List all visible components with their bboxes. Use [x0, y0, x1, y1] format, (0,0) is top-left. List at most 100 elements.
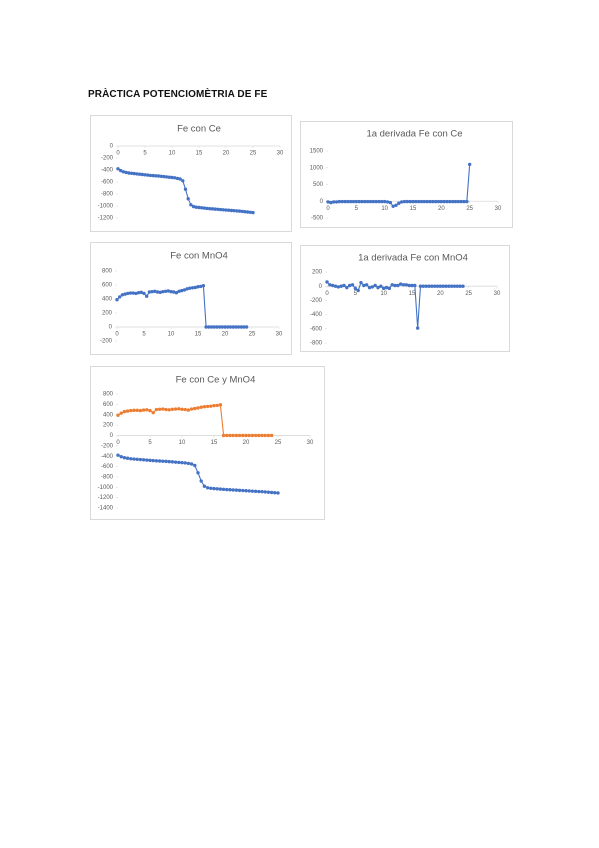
data-point: [139, 290, 143, 295]
x-tick-label: 15: [196, 151, 203, 157]
data-point: [408, 199, 412, 204]
data-point: [343, 199, 347, 204]
data-point: [382, 199, 387, 204]
data-point: [418, 284, 423, 288]
data-point: [218, 403, 223, 407]
y-tick-label: -1000: [98, 485, 114, 491]
y-tick-label: -1000: [98, 204, 114, 210]
data-point: [376, 285, 380, 290]
data-point: [331, 200, 336, 204]
data-point: [371, 199, 376, 204]
data-point: [148, 408, 152, 413]
data-point: [390, 283, 394, 287]
data-point: [370, 285, 375, 289]
data-point: [169, 289, 173, 294]
chart-border: [90, 242, 292, 355]
data-point: [360, 199, 364, 204]
data-point: [186, 408, 191, 412]
data-point: [456, 199, 461, 204]
data-point: [391, 204, 395, 208]
data-point: [421, 284, 426, 288]
data-point: [399, 200, 404, 204]
y-tick-label: 200: [312, 270, 323, 276]
data-point: [445, 199, 449, 204]
data-point: [148, 173, 153, 178]
y-tick-label: -200: [101, 156, 114, 162]
data-point: [244, 489, 248, 493]
chart: Fe con Ce 0 -200 -400 -600 -800 -1000 -1200 0 5 10…: [90, 115, 292, 232]
data-point: [161, 459, 165, 463]
data-point: [129, 457, 133, 461]
data-point: [140, 172, 144, 177]
y-tick-label: -200: [101, 443, 114, 449]
data-point: [170, 460, 175, 464]
data-point: [425, 199, 429, 204]
data-point: [157, 407, 162, 411]
y-tick-label: -1400: [98, 506, 114, 512]
data-point: [436, 199, 441, 204]
data-point: [150, 289, 154, 294]
x-tick-label: 10: [179, 440, 186, 446]
data-point: [189, 462, 194, 466]
data-point: [173, 407, 178, 411]
data-point: [151, 173, 155, 178]
data-point: [257, 433, 261, 438]
x-tick-label: 15: [409, 291, 416, 297]
data-point: [427, 284, 431, 288]
data-point: [180, 460, 184, 465]
data-point: [269, 433, 274, 438]
x-tick-label: 25: [249, 332, 256, 338]
data-point: [197, 205, 201, 210]
x-tick-label: 20: [243, 440, 250, 446]
data-point: [127, 171, 131, 175]
data-point: [223, 325, 227, 329]
data-point: [351, 199, 356, 204]
data-point: [455, 284, 460, 288]
data-point: [441, 284, 445, 288]
data-point: [340, 199, 344, 204]
data-point: [193, 406, 197, 411]
data-point: [329, 200, 333, 205]
data-point: [174, 291, 179, 295]
data-point: [430, 284, 434, 288]
data-point: [186, 461, 191, 466]
data-point: [116, 453, 120, 457]
chart-border: [300, 121, 513, 228]
x-tick-label: 30: [277, 151, 284, 157]
data-point: [212, 486, 216, 491]
data-point: [162, 174, 166, 179]
y-tick-label: 0: [320, 199, 324, 205]
data-point: [115, 298, 119, 302]
data-point: [157, 459, 162, 463]
data-point: [362, 283, 366, 288]
heading: PRÀCTICA POTENCIOMÈTRIA DE FE: [88, 89, 268, 100]
data-point: [191, 204, 196, 209]
data-point: [189, 407, 194, 411]
data-point: [353, 286, 358, 291]
y-tick-label: -800: [101, 474, 114, 480]
data-point: [452, 284, 457, 288]
data-point: [170, 175, 174, 180]
data-point: [448, 199, 452, 204]
x-tick-label: 30: [495, 206, 502, 212]
data-point: [234, 433, 239, 438]
data-point: [177, 407, 181, 411]
data-point: [159, 174, 163, 178]
x-tick-label: 25: [466, 206, 473, 212]
data-point: [248, 210, 252, 214]
x-tick-label: 15: [195, 332, 202, 338]
data-point: [263, 433, 267, 438]
data-point: [266, 433, 271, 438]
data-point: [221, 487, 226, 492]
data-point: [175, 176, 180, 181]
data-point: [461, 284, 465, 288]
x-tick-label: 5: [142, 332, 146, 338]
data-point: [373, 283, 377, 288]
chart: Fe con MnO4 800 600 400 200 0 -200 0 5 10 15 20 25 30: [90, 242, 292, 355]
chart: 1a derivada Fe con Ce 1500 1000 500 0 -500 0 5 1…: [300, 121, 513, 228]
data-point: [465, 199, 469, 204]
data-point: [450, 199, 455, 204]
data-point: [205, 404, 210, 409]
data-point: [124, 170, 128, 175]
data-point: [273, 491, 277, 495]
